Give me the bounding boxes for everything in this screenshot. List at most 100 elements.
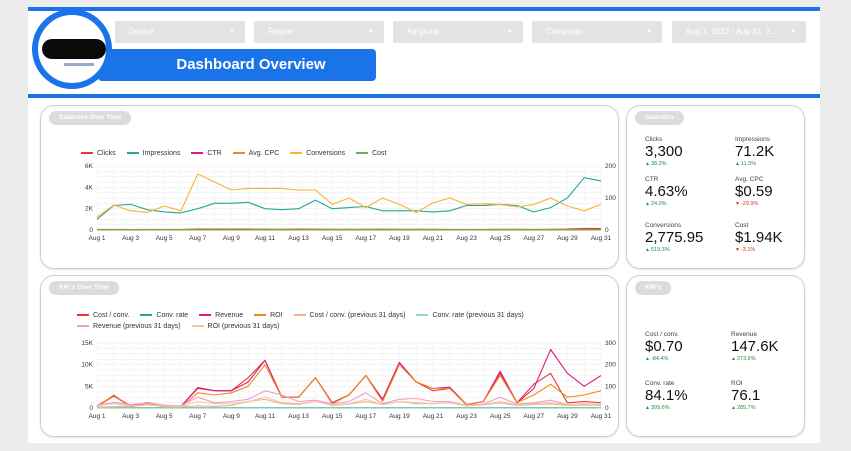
arrow-up-icon: ▲ — [645, 356, 650, 362]
kpi-value: $1.94K — [735, 229, 783, 246]
legend-label: Impressions — [142, 150, 181, 157]
kpi-value: 4.63% — [645, 183, 688, 200]
kpi-value: 76.1 — [731, 387, 761, 404]
x-tick-label: Aug 9 — [223, 413, 240, 420]
x-tick-label: Aug 15 — [322, 413, 343, 420]
kpis-pill: KPI's — [635, 281, 671, 295]
kpi-change-value: -3.1% — [740, 247, 756, 253]
x-tick-label: Aug 1 — [89, 235, 106, 242]
series-line-roi-previous-31-days — [96, 396, 602, 407]
x-tick-label: Aug 3 — [122, 413, 139, 420]
x-tick-label: Aug 25 — [490, 235, 511, 242]
kpi-label: Conversions — [645, 222, 682, 229]
series-line-conversions — [96, 173, 602, 218]
arrow-down-icon: ▼ — [735, 201, 740, 207]
kpi-change-value: 24.0% — [650, 201, 667, 207]
statistics-over-time-card: Statistics Over Time Clicks Impressions … — [40, 105, 619, 269]
kpi-label: Impressions — [735, 136, 771, 143]
arrow-up-icon: ▲ — [645, 405, 650, 411]
legend-item: ROI — [254, 312, 283, 319]
kpi-value: $0.59 — [735, 183, 773, 200]
logo-mark — [42, 39, 106, 59]
kpi-value: $0.70 — [645, 338, 683, 355]
kpi-label: Revenue — [731, 331, 758, 338]
kpi-change: ▲24.0% — [645, 201, 688, 207]
x-tick-label: Aug 11 — [255, 413, 276, 420]
y-tick-label-right: 0 — [605, 405, 609, 412]
x-tick-label: Aug 27 — [523, 235, 544, 242]
statistics-card: Statistics Clicks 3,300 ▲38.2% Impressions 7… — [626, 105, 805, 269]
x-tick-label: Aug 27 — [523, 413, 544, 420]
y-tick-label-right: 300 — [605, 340, 616, 347]
x-tick-label: Aug 29 — [557, 235, 578, 242]
x-tick-label: Aug 5 — [156, 235, 173, 242]
legend-label: ROI (previous 31 days) — [207, 323, 280, 330]
page-title: Dashboard Overview — [98, 49, 376, 81]
arrow-up-icon: ▲ — [645, 247, 650, 253]
y-tick-label-left: 6K — [85, 163, 94, 170]
date-range-filter[interactable]: Aug 1, 2023 - Aug 31, 2... ▼ — [672, 21, 806, 43]
x-tick-label: Aug 9 — [223, 235, 240, 242]
kpi-change: ▲519.3% — [645, 247, 703, 253]
y-tick-label-left: 15K — [81, 340, 93, 347]
y-tick-label-left: 0 — [89, 405, 93, 412]
x-tick-label: Aug 11 — [255, 235, 276, 242]
x-tick-label: Aug 29 — [557, 413, 578, 420]
kpi-change-value: 285.7% — [736, 405, 756, 411]
kpi-label: Cost / conv. — [645, 331, 679, 338]
y-tick-label-left: 4K — [85, 184, 94, 191]
kpi-tile: Conversions 2,775.95 ▲519.3% — [645, 222, 703, 253]
legend-item: Cost — [356, 150, 387, 157]
kpi-tile: Conv. rate 84.1% ▲399.6% — [645, 380, 688, 411]
x-tick-label: Aug 21 — [423, 413, 444, 420]
campaign-filter[interactable]: Campaign ▼ — [532, 21, 662, 43]
series-line-impressions — [96, 177, 602, 220]
statistics-legend: Clicks Impressions CTR Avg. CPC Conversi… — [81, 150, 396, 157]
y-tick-label-right: 200 — [605, 163, 616, 170]
arrow-up-icon: ▲ — [645, 161, 650, 167]
statistics-pill: Statistics — [635, 111, 684, 125]
legend-label: Conversions — [306, 150, 346, 157]
x-tick-label: Aug 19 — [389, 413, 410, 420]
y-tick-label-right: 0 — [605, 227, 609, 234]
device-filter[interactable]: Device ▼ — [115, 21, 245, 43]
legend-label: Cost — [372, 150, 387, 157]
device-filter-label: Device — [129, 27, 154, 36]
kpi-legend-row2: Revenue (previous 31 days) ROI (previous… — [77, 323, 289, 330]
x-tick-label: Aug 31 — [591, 235, 612, 242]
kpi-label: Clicks — [645, 136, 663, 143]
kpi-tile: Cost / conv. $0.70 ▲-84.4% — [645, 331, 683, 362]
y-tick-label-right: 100 — [605, 195, 616, 202]
chevron-down-icon: ▼ — [790, 29, 796, 35]
x-tick-label: Aug 31 — [591, 413, 612, 420]
dashboard-page: Dashboard Overview Device ▼ Region ▼ Ad … — [28, 7, 820, 443]
x-tick-label: Aug 25 — [490, 413, 511, 420]
x-tick-label: Aug 23 — [456, 235, 477, 242]
legend-label: Clicks — [97, 150, 116, 157]
kpi-change: ▲399.6% — [645, 405, 688, 411]
kpi-change: ▲273.6% — [731, 356, 779, 362]
legend-item: Cost / conv. (previous 31 days) — [293, 312, 406, 319]
x-tick-label: Aug 23 — [456, 413, 477, 420]
arrow-up-icon: ▲ — [735, 161, 740, 167]
kpi-change: ▼-3.1% — [735, 247, 783, 253]
y-tick-label-left: 0 — [89, 227, 93, 234]
y-tick-label-left: 2K — [85, 206, 94, 213]
kpi-change-value: 11.5% — [740, 161, 757, 167]
legend-label: Cost / conv. (previous 31 days) — [309, 312, 406, 319]
legend-item: ROI (previous 31 days) — [191, 323, 280, 330]
x-tick-label: Aug 3 — [122, 235, 139, 242]
region-filter[interactable]: Region ▼ — [254, 21, 384, 43]
legend-item: Conversions — [290, 150, 345, 157]
x-tick-label: Aug 19 — [389, 235, 410, 242]
kpi-tile: Cost $1.94K ▼-3.1% — [735, 222, 783, 253]
y-tick-label-right: 100 — [605, 383, 616, 390]
legend-item: Conv. rate (previous 31 days) — [416, 312, 524, 319]
x-tick-label: Aug 15 — [322, 235, 343, 242]
kpi-change: ▲285.7% — [731, 405, 760, 411]
legend-item: Revenue (previous 31 days) — [77, 323, 181, 330]
ad-group-filter[interactable]: Ad group ▼ — [393, 21, 523, 43]
chevron-down-icon: ▼ — [229, 29, 235, 35]
x-tick-label: Aug 7 — [189, 235, 206, 242]
x-tick-label: Aug 13 — [288, 235, 309, 242]
